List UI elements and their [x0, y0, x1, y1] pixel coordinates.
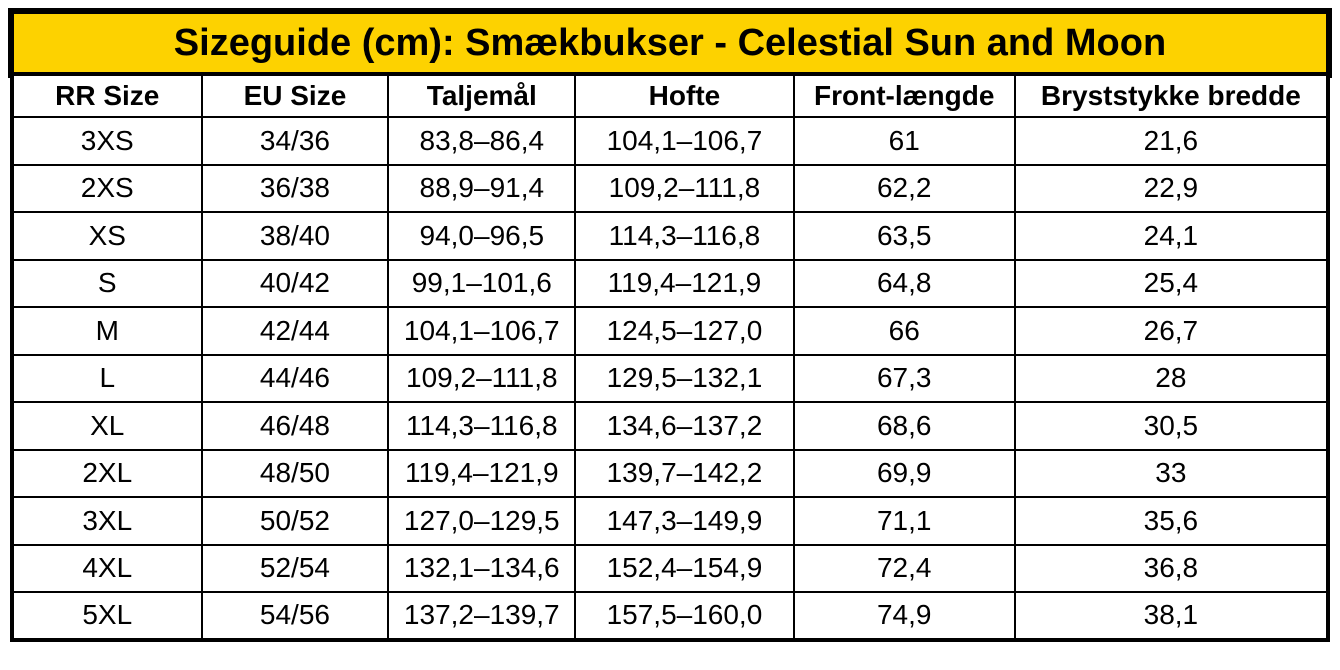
- cell-rr-size: 4XL: [11, 543, 203, 593]
- cell-rr-size: XL: [11, 401, 203, 451]
- cell-taljemaal: 83,8–86,4: [387, 116, 577, 166]
- table-row: S 40/42 99,1–101,6 119,4–121,9 64,8 25,4: [11, 258, 1330, 308]
- table-row: 3XS 34/36 83,8–86,4 104,1–106,7 61 21,6: [11, 116, 1330, 166]
- cell-hofte: 134,6–137,2: [574, 401, 795, 451]
- cell-rr-size: S: [11, 258, 203, 308]
- cell-eu-size: 48/50: [200, 448, 390, 498]
- cell-front-laengde: 63,5: [792, 211, 1016, 261]
- cell-front-laengde: 74,9: [792, 591, 1016, 641]
- col-header-bryststykke-bredde: Bryststykke bredde: [1013, 73, 1330, 118]
- table-row: 2XL 48/50 119,4–121,9 139,7–142,2 69,9 3…: [11, 448, 1330, 498]
- cell-taljemaal: 99,1–101,6: [387, 258, 577, 308]
- cell-rr-size: 5XL: [11, 591, 203, 641]
- cell-hofte: 147,3–149,9: [574, 496, 795, 546]
- cell-taljemaal: 114,3–116,8: [387, 401, 577, 451]
- cell-front-laengde: 64,8: [792, 258, 1016, 308]
- col-header-taljemaal: Taljemål: [387, 73, 577, 118]
- cell-front-laengde: 71,1: [792, 496, 1016, 546]
- cell-taljemaal: 132,1–134,6: [387, 543, 577, 593]
- col-header-front-laengde: Front-længde: [792, 73, 1016, 118]
- cell-hofte: 109,2–111,8: [574, 163, 795, 213]
- table-row: XL 46/48 114,3–116,8 134,6–137,2 68,6 30…: [11, 401, 1330, 451]
- cell-hofte: 119,4–121,9: [574, 258, 795, 308]
- cell-front-laengde: 61: [792, 116, 1016, 166]
- table-row: 2XS 36/38 88,9–91,4 109,2–111,8 62,2 22,…: [11, 163, 1330, 213]
- cell-eu-size: 38/40: [200, 211, 390, 261]
- cell-taljemaal: 127,0–129,5: [387, 496, 577, 546]
- cell-front-laengde: 72,4: [792, 543, 1016, 593]
- cell-bryststykke-bredde: 26,7: [1013, 306, 1330, 356]
- cell-front-laengde: 68,6: [792, 401, 1016, 451]
- cell-eu-size: 40/42: [200, 258, 390, 308]
- cell-front-laengde: 69,9: [792, 448, 1016, 498]
- table-row: 5XL 54/56 137,2–139,7 157,5–160,0 74,9 3…: [11, 591, 1330, 641]
- cell-bryststykke-bredde: 21,6: [1013, 116, 1330, 166]
- cell-eu-size: 34/36: [200, 116, 390, 166]
- cell-hofte: 104,1–106,7: [574, 116, 795, 166]
- cell-bryststykke-bredde: 25,4: [1013, 258, 1330, 308]
- cell-rr-size: 2XL: [11, 448, 203, 498]
- size-table: RR Size EU Size Taljemål Hofte Front-læn…: [10, 72, 1330, 642]
- cell-hofte: 152,4–154,9: [574, 543, 795, 593]
- cell-eu-size: 44/46: [200, 353, 390, 403]
- cell-taljemaal: 88,9–91,4: [387, 163, 577, 213]
- cell-taljemaal: 94,0–96,5: [387, 211, 577, 261]
- table-row: 4XL 52/54 132,1–134,6 152,4–154,9 72,4 3…: [11, 543, 1330, 593]
- cell-front-laengde: 62,2: [792, 163, 1016, 213]
- cell-taljemaal: 104,1–106,7: [387, 306, 577, 356]
- cell-hofte: 114,3–116,8: [574, 211, 795, 261]
- cell-bryststykke-bredde: 33: [1013, 448, 1330, 498]
- cell-taljemaal: 119,4–121,9: [387, 448, 577, 498]
- cell-rr-size: 2XS: [11, 163, 203, 213]
- table-row: 3XL 50/52 127,0–129,5 147,3–149,9 71,1 3…: [11, 496, 1330, 546]
- cell-front-laengde: 66: [792, 306, 1016, 356]
- cell-bryststykke-bredde: 36,8: [1013, 543, 1330, 593]
- cell-rr-size: L: [11, 353, 203, 403]
- cell-eu-size: 50/52: [200, 496, 390, 546]
- cell-bryststykke-bredde: 24,1: [1013, 211, 1330, 261]
- cell-bryststykke-bredde: 30,5: [1013, 401, 1330, 451]
- cell-eu-size: 42/44: [200, 306, 390, 356]
- cell-rr-size: 3XS: [11, 116, 203, 166]
- cell-taljemaal: 109,2–111,8: [387, 353, 577, 403]
- cell-eu-size: 54/56: [200, 591, 390, 641]
- cell-rr-size: M: [11, 306, 203, 356]
- cell-rr-size: 3XL: [11, 496, 203, 546]
- cell-taljemaal: 137,2–139,7: [387, 591, 577, 641]
- table-row: M 42/44 104,1–106,7 124,5–127,0 66 26,7: [11, 306, 1330, 356]
- col-header-eu-size: EU Size: [200, 73, 390, 118]
- header-row: RR Size EU Size Taljemål Hofte Front-læn…: [11, 73, 1330, 118]
- cell-bryststykke-bredde: 35,6: [1013, 496, 1330, 546]
- cell-front-laengde: 67,3: [792, 353, 1016, 403]
- col-header-hofte: Hofte: [574, 73, 795, 118]
- cell-bryststykke-bredde: 22,9: [1013, 163, 1330, 213]
- cell-rr-size: XS: [11, 211, 203, 261]
- size-guide-title-banner: Sizeguide (cm): Smækbukser - Celestial S…: [8, 8, 1332, 78]
- cell-eu-size: 36/38: [200, 163, 390, 213]
- cell-hofte: 124,5–127,0: [574, 306, 795, 356]
- cell-hofte: 157,5–160,0: [574, 591, 795, 641]
- table-row: XS 38/40 94,0–96,5 114,3–116,8 63,5 24,1: [11, 211, 1330, 261]
- cell-eu-size: 52/54: [200, 543, 390, 593]
- cell-bryststykke-bredde: 38,1: [1013, 591, 1330, 641]
- cell-eu-size: 46/48: [200, 401, 390, 451]
- cell-bryststykke-bredde: 28: [1013, 353, 1330, 403]
- table-row: L 44/46 109,2–111,8 129,5–132,1 67,3 28: [11, 353, 1330, 403]
- cell-hofte: 139,7–142,2: [574, 448, 795, 498]
- cell-hofte: 129,5–132,1: [574, 353, 795, 403]
- page-title: Sizeguide (cm): Smækbukser - Celestial S…: [173, 21, 1167, 64]
- col-header-rr-size: RR Size: [11, 73, 203, 118]
